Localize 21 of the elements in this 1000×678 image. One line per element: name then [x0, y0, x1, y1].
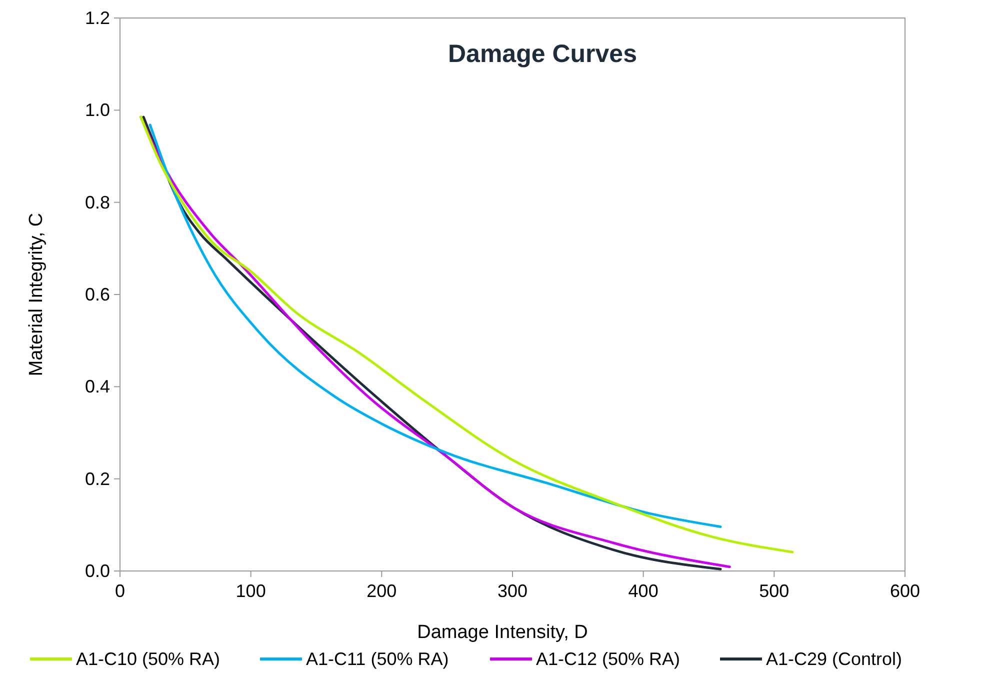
y-tick-label: 0.0: [84, 561, 110, 581]
y-tick-label: 0.2: [84, 468, 110, 489]
y-tick-label: 1.0: [84, 100, 110, 120]
y-axis-title: Material Integrity, C: [26, 212, 47, 376]
y-tick-label: 0.4: [84, 376, 110, 397]
legend-label: A1-C29 (Control): [766, 649, 902, 669]
x-tick-label: 300: [497, 581, 528, 601]
legend-label: A1-C11 (50% RA): [306, 649, 449, 669]
x-tick-label: 200: [366, 581, 397, 601]
text: Damage Curves: [448, 40, 637, 68]
y-tick-label: 0.6: [84, 284, 110, 304]
x-tick-label: 600: [890, 581, 920, 601]
x-tick-label: 0: [114, 581, 126, 601]
x-tick-label: 100: [236, 581, 266, 601]
x-axis-title: Damage Intensity, D: [417, 622, 588, 643]
y-tick-label: 1.2: [84, 8, 110, 28]
legend-label: A1-C12 (50% RA): [536, 649, 680, 669]
x-tick-label: 400: [628, 581, 658, 601]
y-tick-label: 0.8: [84, 192, 110, 212]
legend-label: A1-C10 (50% RA): [76, 649, 220, 669]
x-tick-label: 500: [759, 581, 790, 601]
